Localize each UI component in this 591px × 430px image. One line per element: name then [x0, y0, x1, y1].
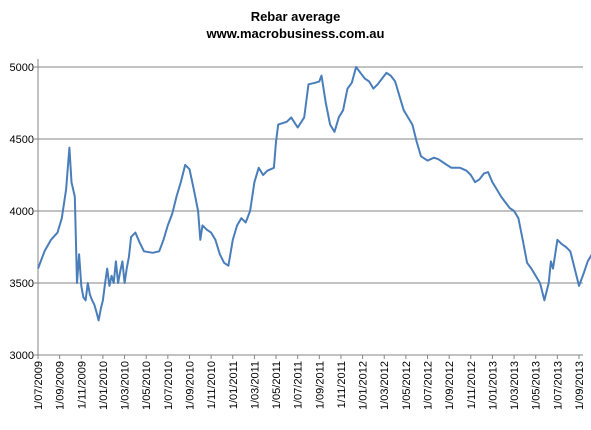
x-tick-label: 1/11/2010: [206, 361, 218, 409]
x-tick-label: 1/01/2013: [487, 361, 499, 410]
x-tick-label: 1/09/2012: [444, 361, 456, 410]
x-tick-label: 1/09/2011: [314, 361, 326, 409]
x-tick-label: 1/05/2012: [401, 361, 413, 410]
x-tick-label: 1/05/2011: [271, 361, 283, 409]
x-tick-label: 1/07/2013: [552, 361, 564, 410]
y-tick-label: 5000: [10, 62, 34, 74]
x-tick-label: 1/07/2011: [293, 361, 305, 409]
x-tick-label: 1/09/2010: [184, 361, 196, 410]
y-tick-label: 3000: [10, 350, 34, 362]
tick-labels: 3000 3500 4000 4500 5000 1/07/2009 1/09/2009 1/…: [10, 62, 586, 410]
series-layer: [37, 66, 591, 322]
y-tick-label: 3500: [10, 278, 34, 290]
x-tick-label: 1/01/2010: [98, 361, 110, 410]
x-tick-label: 1/11/2011: [336, 361, 348, 408]
x-tick-label: 1/03/2011: [249, 361, 261, 409]
x-tick-label: 1/07/2010: [163, 361, 175, 410]
x-tick-label: 1/03/2012: [379, 361, 391, 410]
axes: [34, 59, 583, 359]
x-tick-label: 1/01/2012: [358, 361, 370, 410]
series-line: [37, 66, 591, 322]
y-tick-label: 4000: [10, 206, 34, 218]
x-tick-label: 1/11/2009: [76, 361, 88, 409]
chart-subtitle: www.macrobusiness.com.au: [206, 26, 385, 41]
x-tick-label: 1/07/2009: [33, 361, 45, 410]
chart-title: Rebar average: [250, 9, 341, 24]
gridlines: [38, 66, 583, 284]
x-tick-label: 1/09/2009: [55, 361, 67, 410]
x-tick-label: 1/01/2011: [228, 361, 240, 409]
x-tick-label: 1/05/2010: [141, 361, 153, 410]
y-tick-label: 4500: [10, 134, 34, 146]
x-tick-label: 1/09/2013: [574, 361, 586, 410]
x-tick-label: 1/11/2012: [466, 361, 478, 409]
x-tick-label: 1/03/2013: [509, 361, 521, 410]
x-tick-label: 1/03/2010: [120, 361, 132, 410]
x-tick-label: 1/07/2012: [423, 361, 435, 410]
x-tick-label: 1/05/2013: [531, 361, 543, 410]
